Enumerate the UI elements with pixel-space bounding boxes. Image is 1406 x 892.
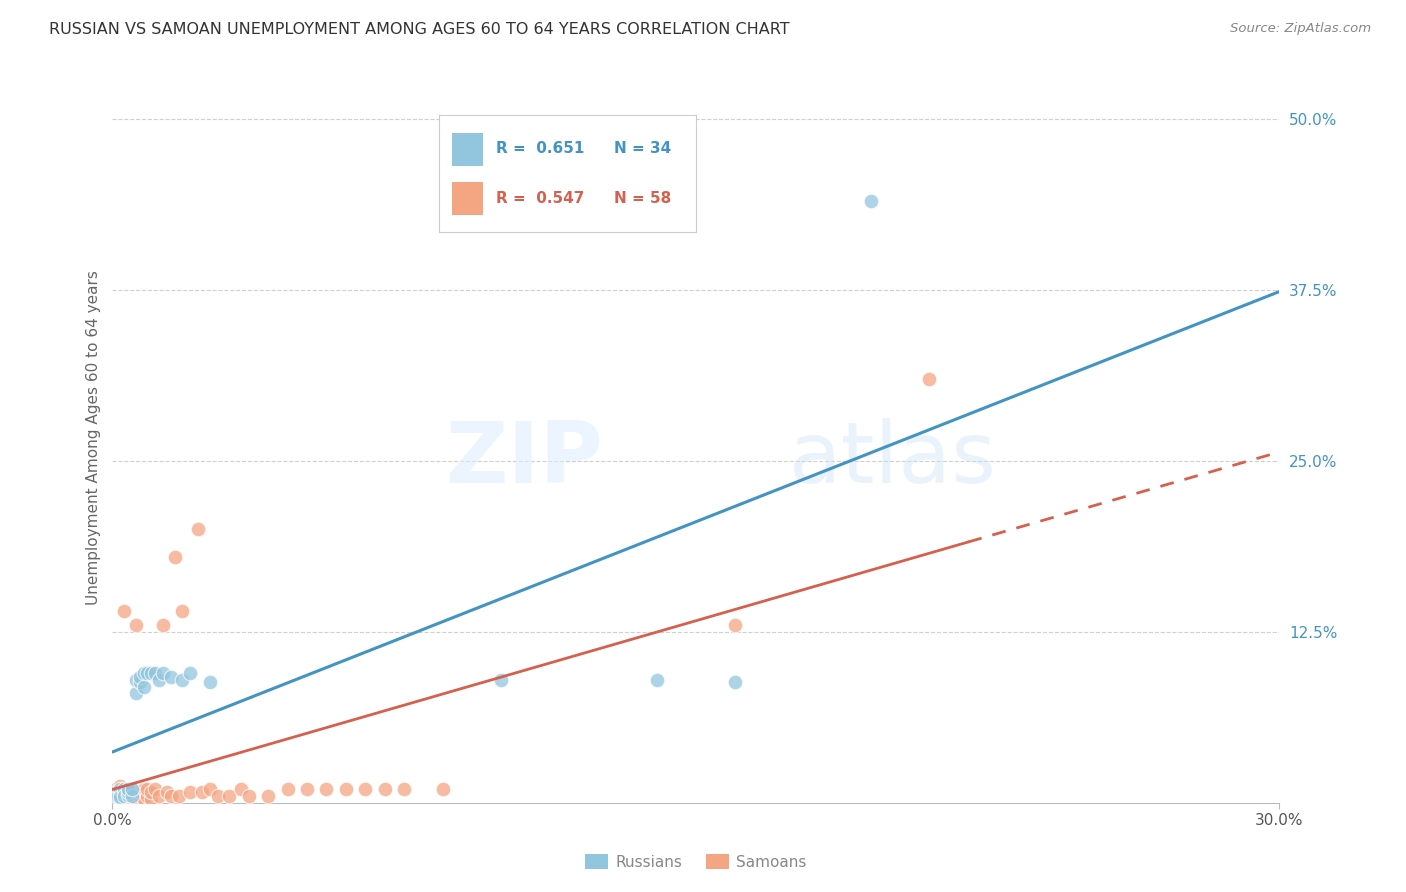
Point [128,789,150,803]
Point [143,782,166,797]
Point [125,673,148,687]
Point [238,789,260,803]
Point [110,788,132,802]
Point [103,791,125,805]
Point [121,782,143,797]
Point [110,785,132,799]
Point [105,789,128,803]
Point [112,786,135,800]
Point [112,786,135,800]
Text: RUSSIAN VS SAMOAN UNEMPLOYMENT AMONG AGES 60 TO 64 YEARS CORRELATION CHART: RUSSIAN VS SAMOAN UNEMPLOYMENT AMONG AGE… [49,22,790,37]
Point [117,788,139,802]
Point [143,665,166,680]
Point [105,789,128,803]
Point [136,665,159,680]
Point [103,791,125,805]
Point [491,673,513,687]
Point [167,789,190,803]
Point [148,673,170,687]
Point [117,789,139,803]
Point [121,789,143,803]
Point [112,791,135,805]
Point [105,791,128,805]
Point [117,791,139,805]
Point [724,618,747,632]
Point [105,782,128,797]
Point [156,785,179,799]
Point [179,665,201,680]
Point [724,675,747,690]
Point [163,549,186,564]
Point [121,791,143,805]
Text: ZIP: ZIP [444,417,603,500]
Point [179,785,201,799]
Point [136,789,159,803]
Point [335,782,357,797]
Point [105,786,128,800]
Point [121,782,143,797]
Point [172,604,194,618]
Point [141,665,163,680]
Point [860,194,883,209]
Point [110,791,132,805]
Text: Source: ZipAtlas.com: Source: ZipAtlas.com [1230,22,1371,36]
Point [645,673,668,687]
Point [112,789,135,803]
Point [128,675,150,690]
Point [110,789,132,803]
Point [218,789,240,803]
Point [160,789,183,803]
Point [918,372,941,386]
Point [105,785,128,799]
Point [295,782,318,797]
Point [374,782,396,797]
Point [125,618,148,632]
Point [110,780,132,794]
Point [117,785,139,799]
Point [276,782,298,797]
Point [394,782,416,797]
Point [132,791,155,805]
Point [152,618,174,632]
Point [198,675,221,690]
Point [112,782,135,797]
Point [128,670,150,684]
Text: atlas: atlas [789,417,997,500]
Point [191,785,214,799]
Point [160,670,183,684]
Point [117,782,139,797]
Legend: Russians, Samoans: Russians, Samoans [579,847,813,876]
Point [187,522,209,536]
Point [128,785,150,799]
Point [141,785,163,799]
Y-axis label: Unemployment Among Ages 60 to 64 years: Unemployment Among Ages 60 to 64 years [86,269,101,605]
Point [110,782,132,797]
Point [117,785,139,799]
Point [107,789,129,803]
Point [103,789,125,803]
Point [112,789,135,803]
Point [125,686,148,700]
Point [112,604,135,618]
Point [354,782,377,797]
Point [110,790,132,805]
Point [136,782,159,797]
Point [121,786,143,800]
Point [132,782,155,797]
Point [229,782,252,797]
Point [257,789,280,803]
Point [141,791,163,805]
Point [198,782,221,797]
Point [432,782,454,797]
Point [125,786,148,800]
Point [125,791,148,805]
Point [172,673,194,687]
Point [148,789,170,803]
Point [207,789,229,803]
Point [132,680,155,694]
Point [152,665,174,680]
Point [132,665,155,680]
Point [315,782,337,797]
